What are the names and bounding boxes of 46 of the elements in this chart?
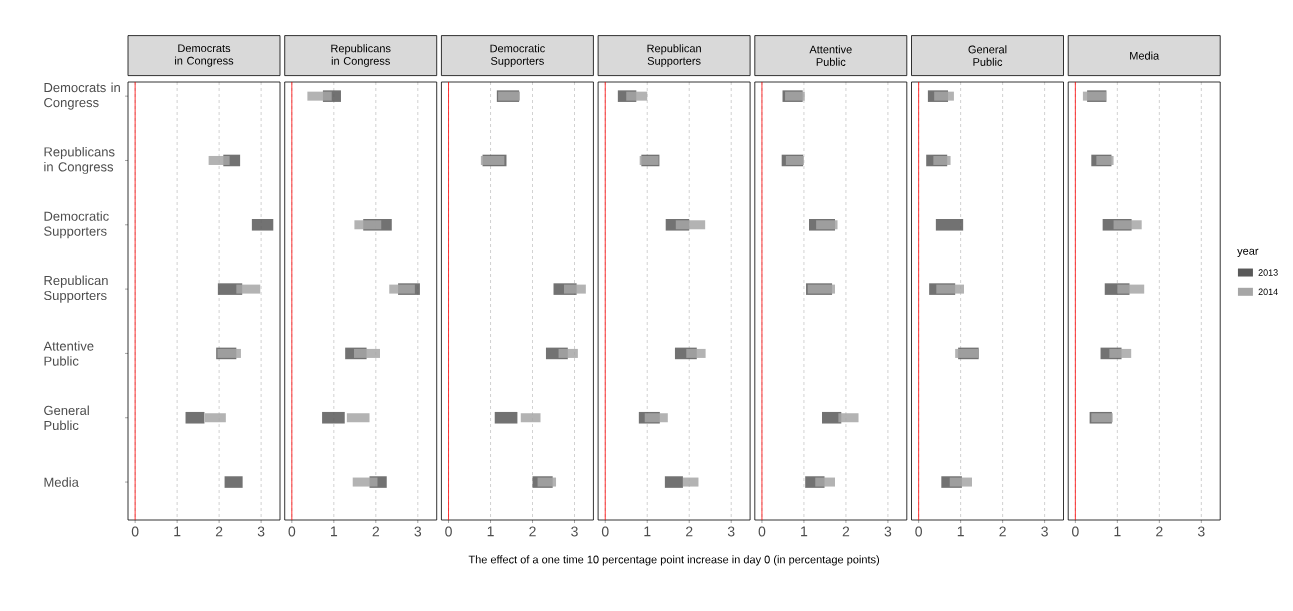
x-tick-label: 2	[686, 526, 693, 537]
x-tick-label: 3	[571, 526, 578, 537]
x-tick-label: 3	[1197, 526, 1205, 537]
x-tick-label: 3	[884, 526, 892, 537]
x-tick-label: 2	[372, 526, 380, 537]
chart-title: Media	[1130, 51, 1160, 60]
x-tick-label: 0	[1072, 526, 1079, 537]
x-tick-label: 2	[1156, 526, 1163, 537]
x-tick-label: 3	[414, 526, 422, 537]
chart-title: Attentive Public	[809, 45, 852, 66]
x-tick-label: 0	[131, 526, 139, 537]
legend-label: 2013	[1258, 269, 1278, 276]
chart-title: Republicans in Congress	[331, 44, 391, 67]
y-tick-label: Attentive Public	[43, 341, 94, 366]
legend-label: 2014	[1258, 288, 1278, 295]
x-tick-label: 2	[529, 526, 536, 537]
x-tick-label: 2	[215, 526, 223, 537]
x-tick-label: 1	[174, 526, 181, 537]
x-axis-title: The effect of a one time 10 percentage point increase in day 0 (in percentage points)	[468, 555, 880, 566]
x-tick-label: 1	[487, 526, 494, 537]
x-tick-label: 1	[801, 526, 808, 537]
y-tick-label: Media	[44, 477, 79, 487]
x-tick-label: 0	[758, 526, 766, 537]
x-tick-label: 0	[445, 526, 452, 537]
chart-title: Republican Supporters	[647, 44, 701, 67]
x-tick-label: 3	[257, 526, 265, 537]
x-tick-label: 3	[727, 526, 735, 537]
y-tick-label: Democratic Supporters	[44, 211, 109, 239]
y-tick-label: General Public	[44, 405, 89, 431]
x-tick-label: 2	[842, 526, 850, 537]
x-tick-label: 0	[601, 526, 609, 537]
x-tick-label: 0	[288, 526, 296, 537]
y-tick-label: Democrats in Congress	[44, 82, 120, 110]
legend-title: year	[1237, 248, 1259, 257]
x-tick-label: 0	[915, 526, 922, 537]
x-tick-label: 2	[999, 526, 1006, 537]
x-tick-label: 1	[957, 526, 964, 537]
chart-title: General Public	[968, 45, 1007, 66]
x-tick-label: 1	[331, 526, 338, 537]
y-tick-label: Republicans in Congress	[44, 146, 115, 175]
chart-title: Democratic Supporters	[490, 44, 545, 67]
chart-title: Democrats in Congress	[175, 44, 234, 67]
x-tick-label: 3	[1041, 526, 1048, 537]
x-tick-label: 1	[1114, 526, 1121, 537]
x-tick-label: 1	[644, 526, 651, 537]
y-tick-label: Republican Supporters	[44, 275, 108, 303]
